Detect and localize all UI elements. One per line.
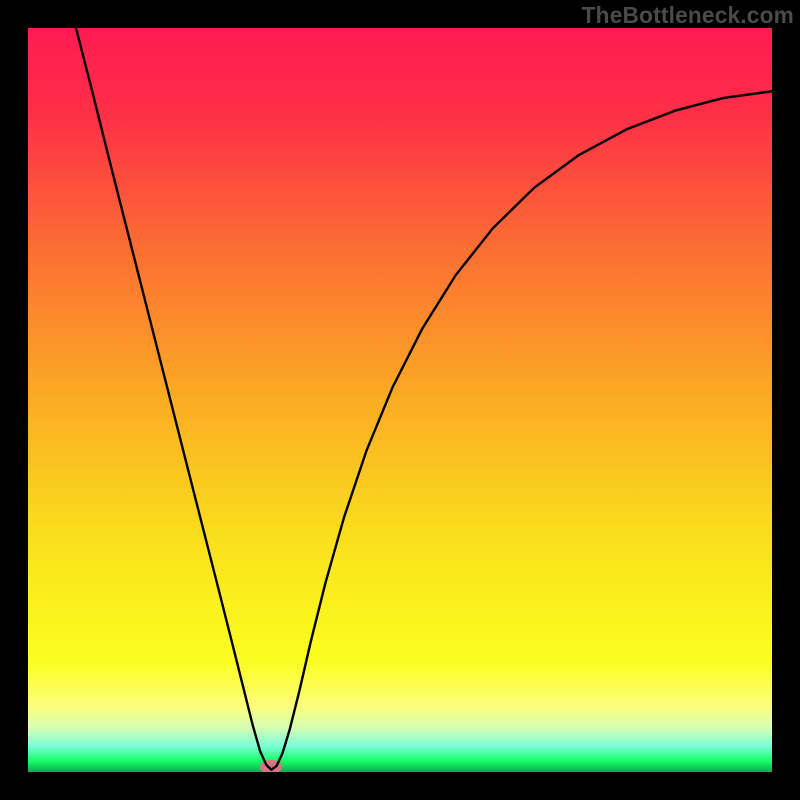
figure-root: TheBottleneck.com xyxy=(0,0,800,800)
bottleneck-curve xyxy=(28,28,772,772)
bottleneck-curve-path xyxy=(75,28,772,770)
watermark-text: TheBottleneck.com xyxy=(582,2,794,29)
plot-area xyxy=(28,28,772,772)
